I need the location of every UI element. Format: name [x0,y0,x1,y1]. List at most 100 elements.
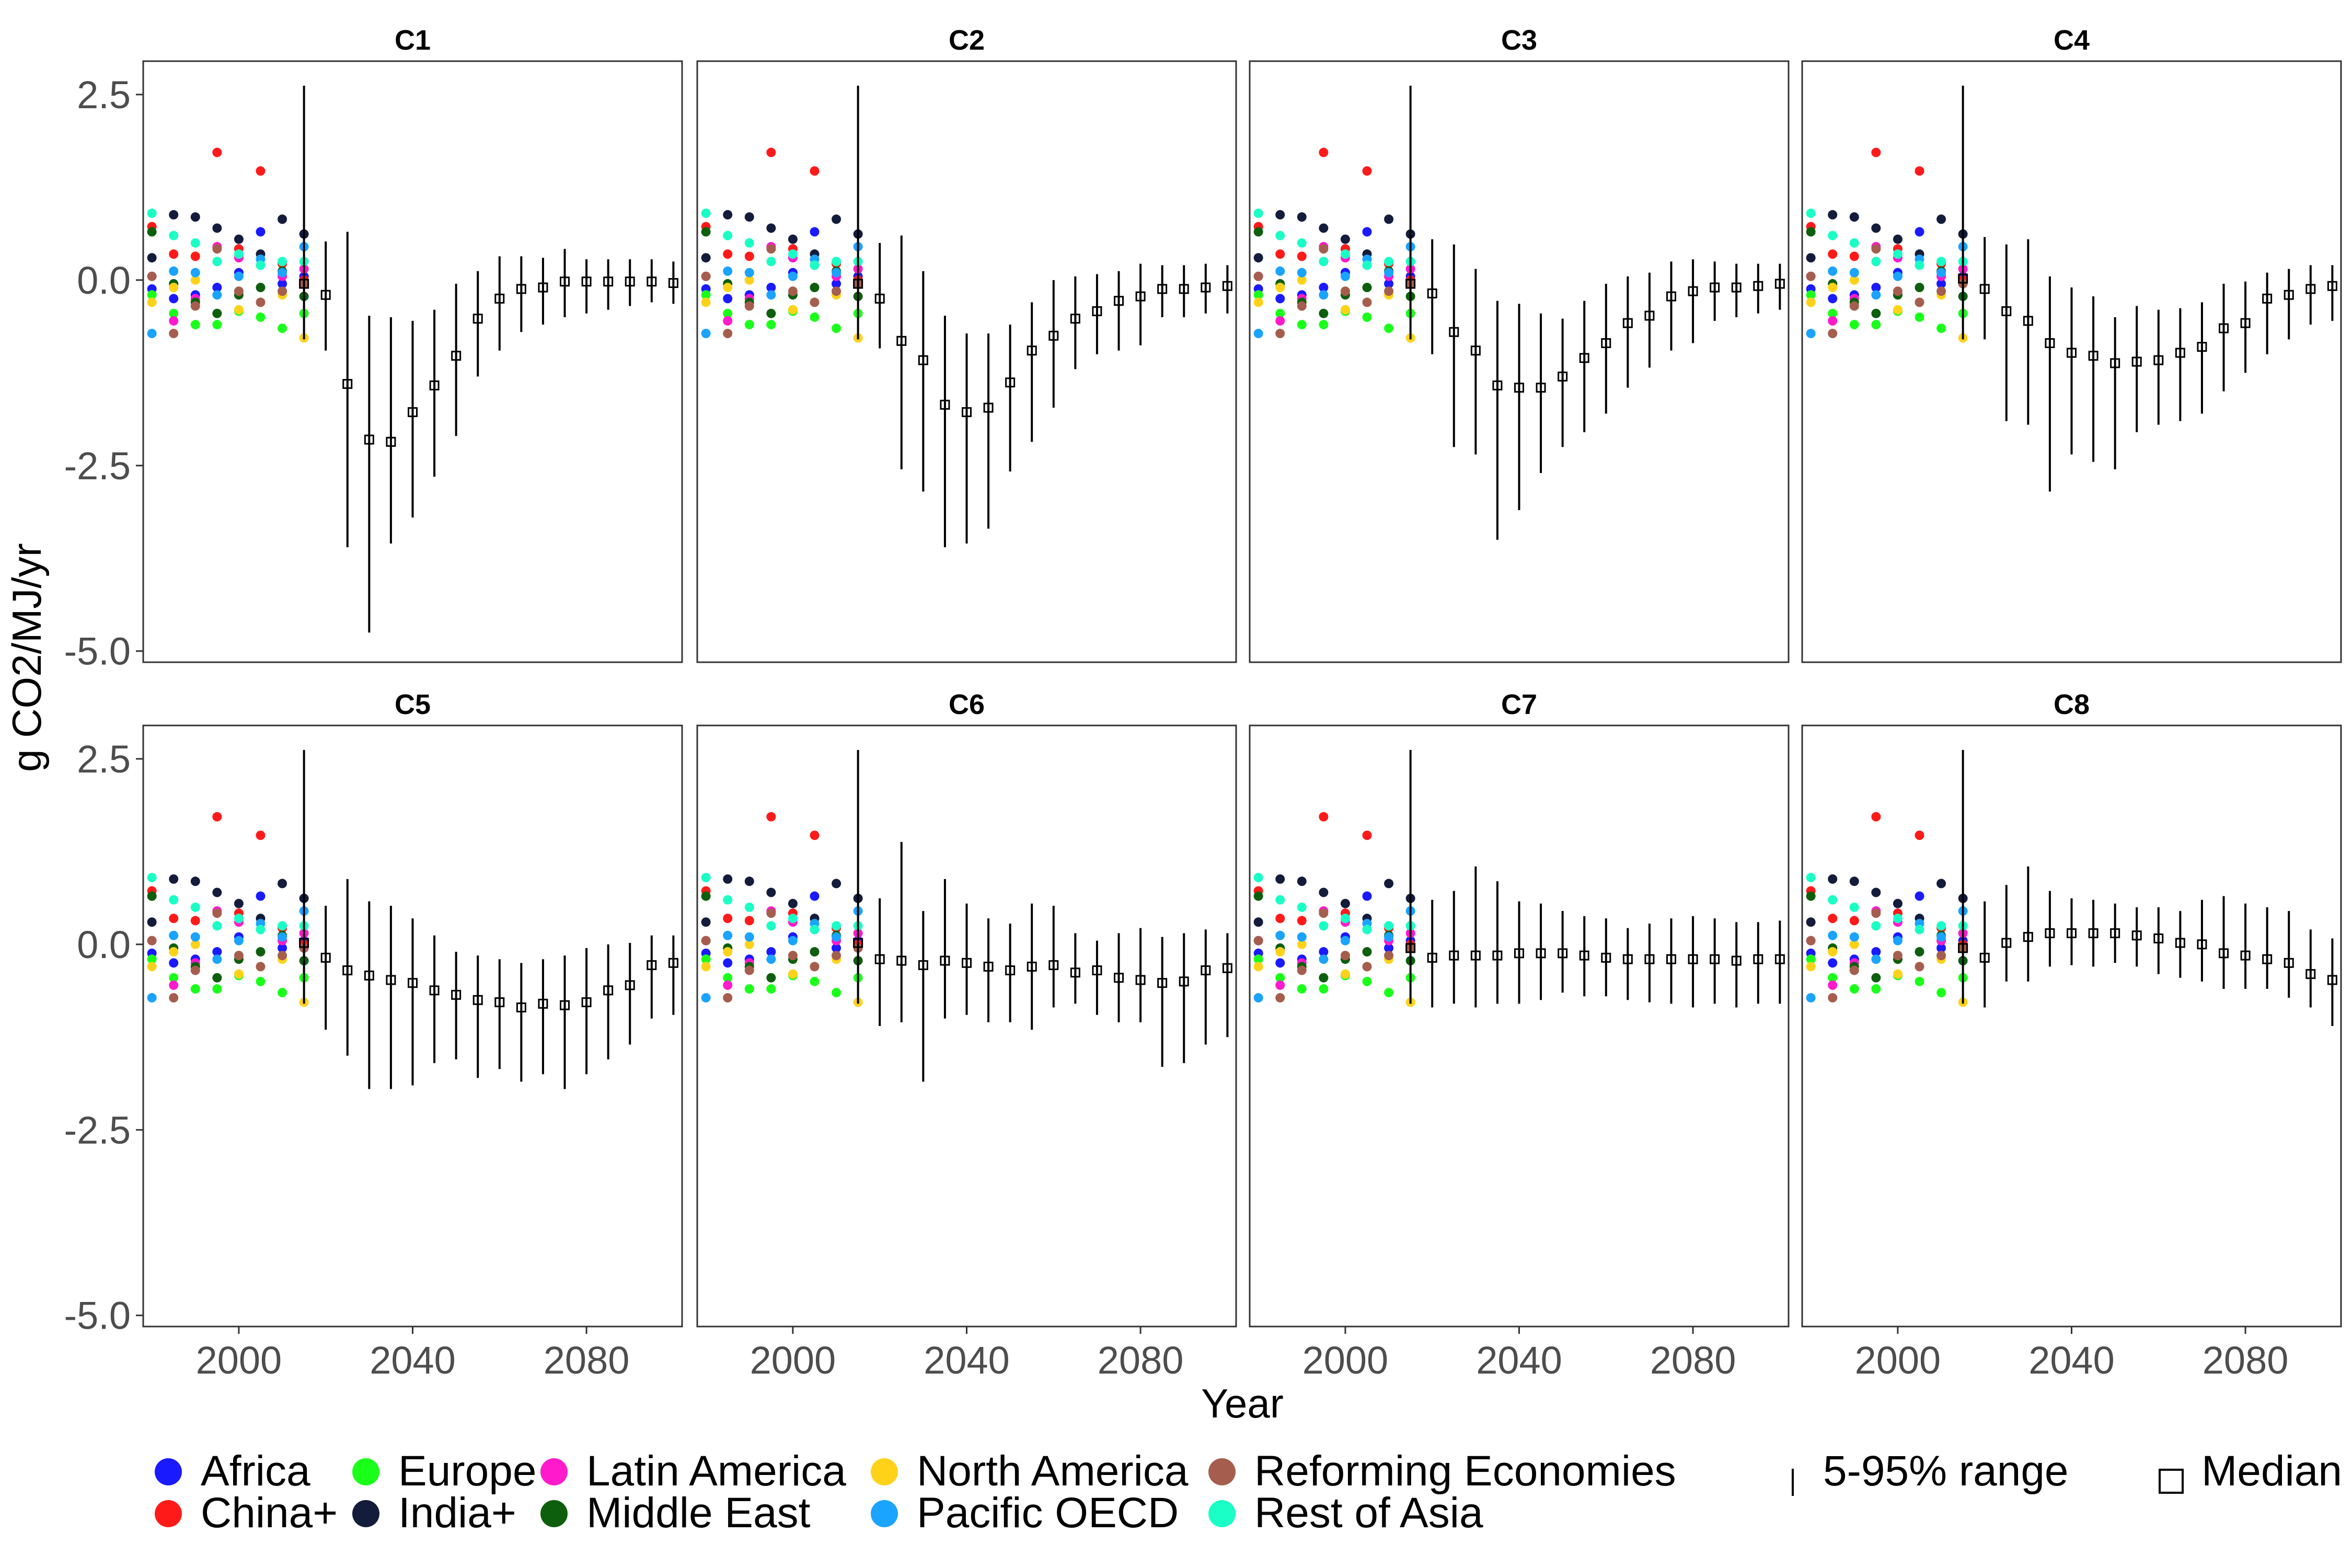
region-point [1362,297,1372,307]
region-point [1297,320,1307,330]
legend-label: Pacific OECD [917,1489,1179,1537]
region-point [723,329,733,339]
region-point [1871,973,1881,983]
region-point [723,958,733,968]
region-point [169,294,179,304]
region-point [744,984,754,994]
region-point [169,316,179,326]
region-point [766,921,776,931]
region-point [278,257,287,267]
median-marker [2197,939,2207,950]
median-marker [1135,291,1146,302]
region-point [1384,921,1394,931]
median-marker [1579,950,1589,961]
region-point [256,312,266,322]
panel-frame [142,60,683,663]
panel-title: C5 [395,689,431,720]
x-tick-label: 2080 [1650,1339,1736,1382]
region-point [1340,249,1350,259]
region-point [1849,965,1859,975]
region-point [1828,914,1838,924]
region-point [1319,954,1329,964]
median-marker [1558,371,1568,382]
median-marker [647,960,657,971]
panel-c3: C3 [1249,25,1790,663]
region-point [1253,329,1263,339]
y-tick-label: -5.0 [64,1294,131,1338]
median-marker [2175,938,2185,948]
region-point [766,223,776,233]
region-point [212,308,222,318]
median-marker [342,379,353,389]
median-marker [668,278,678,289]
median-marker [1731,282,1742,293]
region-point [190,275,200,285]
region-point [190,301,200,311]
region-point [1319,290,1329,300]
region-point [1806,873,1816,883]
region-point [1275,283,1285,293]
region-point [1849,268,1859,278]
median-marker [2284,290,2294,300]
region-point [1871,308,1881,318]
panel-c4: C4 [1801,25,2342,663]
region-point [212,954,222,964]
region-point [1893,286,1903,296]
region-point [810,297,820,307]
median-marker [364,970,374,981]
legend-label: Europe [398,1447,536,1495]
region-point [212,320,222,330]
region-point [147,290,157,300]
region-point [1828,958,1838,968]
region-point [1871,257,1881,267]
region-point [1253,227,1263,237]
panel-frame [1249,60,1790,663]
region-point [1849,984,1859,994]
median-marker [2131,930,2142,941]
median-marker [429,380,440,390]
region-point [1384,324,1394,333]
region-point [1384,268,1394,278]
region-point [832,268,841,278]
region-point [1275,914,1285,924]
median-marker [472,314,483,324]
region-point [723,283,733,293]
region-point [1340,305,1350,315]
region-point [701,271,711,281]
region-point [1275,980,1285,990]
region-point [1936,279,1946,289]
region-point [1936,324,1946,333]
panel-title: C2 [949,25,985,56]
region-point [766,908,776,918]
median-marker [472,995,483,1005]
region-point [1828,294,1838,304]
region-point [766,973,776,983]
region-point [810,925,820,935]
region-point [234,234,244,244]
median-marker [320,290,331,300]
region-point [1253,290,1263,300]
region-point [234,305,244,315]
region-point [1384,988,1394,998]
region-point [832,286,841,296]
median-marker [451,989,462,1000]
region-point [1915,962,1924,972]
panel-title: C6 [949,689,985,720]
region-point [1362,227,1372,237]
region-point [1362,925,1372,935]
region-point [1806,209,1816,218]
median-marker [2153,933,2164,943]
region-point [766,887,776,897]
legend-range-label: 5-95% range [1823,1447,2069,1495]
region-point [1893,271,1903,281]
median-marker [1092,306,1102,316]
region-point [810,831,820,840]
region-point [190,251,200,261]
region-point [212,973,222,983]
region-point [147,873,157,883]
median-marker [1536,948,1546,959]
region-point [1297,251,1307,261]
region-point [744,268,754,278]
legend-label: Latin America [586,1447,846,1495]
region-point [190,877,200,886]
